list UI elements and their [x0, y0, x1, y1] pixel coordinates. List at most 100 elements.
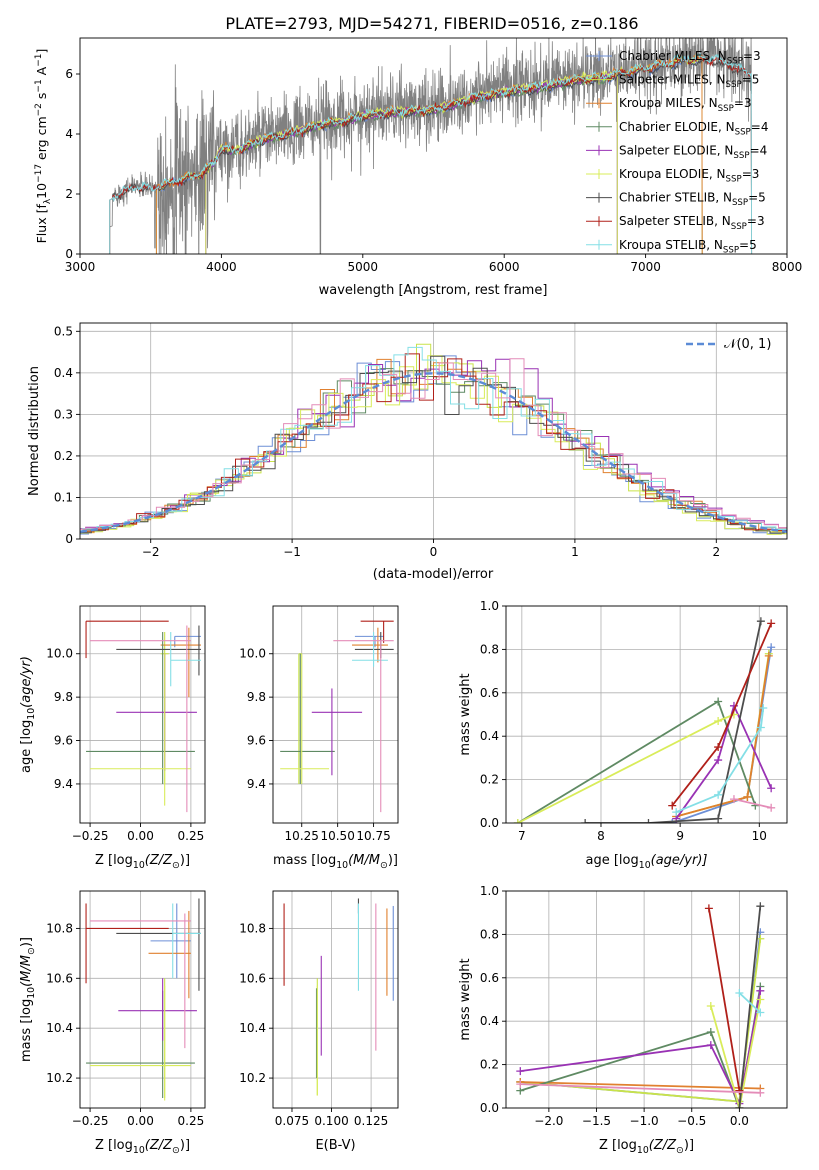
- y-tick-label: 10.4: [46, 1021, 73, 1035]
- y-axis-label-part: −1: [34, 79, 44, 92]
- mass-weight-marker: [756, 1008, 765, 1017]
- legend-label: Kroupa MILES, NSSP=3: [619, 96, 752, 114]
- x-axis-label-part: )]: [684, 1138, 694, 1153]
- mass-weight-line: [520, 932, 762, 1103]
- mass-weight-marker: [767, 803, 776, 812]
- mass-weight-marker: [759, 703, 768, 712]
- y-axis-label: age [log10(age/yr): [19, 656, 37, 773]
- x-axis-label-part: (M/M: [348, 853, 380, 868]
- y-axis-label-part: 10: [26, 708, 37, 720]
- y-tick-label: 10.0: [239, 647, 266, 661]
- mass-weight-marker: [714, 756, 723, 765]
- legend-label: Salpeter MILES, NSSP=5: [619, 73, 759, 91]
- mass-weight-line: [733, 798, 772, 809]
- x-tick-label: 10.50: [320, 829, 354, 843]
- y-tick-label: 10.2: [46, 1071, 73, 1085]
- plot-area: [283, 898, 394, 1096]
- x-axis-label-part: (age/yr)]: [651, 853, 708, 868]
- mass-weight-marker: [672, 808, 681, 817]
- residual-histogram-step: [80, 353, 787, 533]
- x-axis-label-part: ⊙: [676, 1145, 684, 1156]
- legend-label-part: Kroupa MILES, N: [619, 96, 718, 110]
- y-axis-label-part: −1: [34, 54, 44, 67]
- legend-label-part: Salpeter MILES, N: [619, 73, 726, 87]
- mass-weight-marker: [764, 651, 773, 660]
- x-tick-label: −0.25: [72, 1114, 109, 1128]
- x-tick-label: −1.0: [630, 1114, 659, 1128]
- x-axis-label: Z [log10(Z/Z⊙)]: [599, 1138, 694, 1156]
- y-tick-label: 0.4: [480, 729, 499, 743]
- plot-area: [85, 898, 201, 1101]
- mass-weight-marker: [756, 986, 765, 995]
- x-tick-label: 5000: [348, 260, 379, 274]
- y-tick-label: 0.6: [480, 971, 499, 985]
- x-tick-label: 0.25: [178, 1114, 205, 1128]
- legend-label-part: =3: [742, 167, 760, 181]
- mass-weight-marker: [743, 792, 752, 801]
- x-tick-label: 4000: [206, 260, 237, 274]
- y-tick-label: 0.3: [54, 407, 73, 421]
- axes-frame: [505, 890, 788, 1109]
- mass-weight-line: [738, 906, 762, 1108]
- y-tick-label: 10.8: [46, 921, 73, 935]
- legend-label-part: SSP: [726, 80, 742, 90]
- x-tick-label: 2: [712, 545, 720, 559]
- legend-label: Chabrier ELODIE, NSSP=4: [619, 120, 768, 138]
- y-tick-label: 4: [65, 127, 73, 141]
- x-tick-label: 0: [430, 545, 438, 559]
- mass-weight-marker: [714, 717, 723, 726]
- x-axis-label-part: mass [log: [273, 853, 336, 868]
- mass-weight-line: [671, 623, 773, 807]
- y-tick-label: 10.2: [239, 1071, 266, 1085]
- x-tick-label: 0.125: [354, 1114, 388, 1128]
- mass-weight-marker: [735, 988, 744, 997]
- mass-weight-line: [675, 703, 773, 820]
- mass-weight-marker: [714, 814, 723, 823]
- mass-weight-line: [675, 707, 765, 813]
- x-axis-label-part: 10: [133, 860, 145, 871]
- y-tick-label: 0.0: [480, 1101, 499, 1115]
- legend: Chabrier MILES, NSSP=3 Salpeter MILES, NS…: [586, 49, 768, 255]
- mass-weight-line: [709, 999, 762, 1108]
- y-tick-label: 10.0: [46, 647, 73, 661]
- x-axis-label-part: (Z/Z: [649, 1138, 677, 1153]
- mass-weight-marker: [644, 819, 653, 823]
- axes-frame: [272, 605, 399, 824]
- y-axis-label-part: (age/yr): [19, 656, 34, 708]
- residual-histogram-step: [80, 358, 787, 534]
- y-axis-label: mass weight: [458, 673, 473, 755]
- y-tick-label: 10.4: [239, 1021, 266, 1035]
- plot-area: [280, 620, 394, 813]
- mass-weight-marker: [767, 784, 776, 793]
- mass-weight-marker: [756, 1088, 765, 1097]
- x-tick-label: −0.5: [677, 1114, 706, 1128]
- mass-weight-vs-metallicity-panel: −2.0 −1.5 −1.0 −0.5 0.0 0.0 0.2 0.4 0.6 0.8 1.0 Z […: [458, 884, 788, 1156]
- x-axis-label: (data-model)/error: [373, 567, 494, 582]
- y-tick-label: 0.6: [480, 686, 499, 700]
- mass-weight-marker: [756, 995, 765, 1004]
- y-axis-label: mass [log10(M/M⊙)]: [19, 937, 37, 1062]
- legend-label: Chabrier MILES, NSSP=3: [619, 49, 761, 67]
- y-tick-label: 10.8: [239, 921, 266, 935]
- mass-weight-marker: [706, 1028, 715, 1037]
- mass-weight-marker: [714, 743, 723, 752]
- x-axis-label-part: (Z/Z: [145, 1138, 173, 1153]
- axes-frame: [79, 890, 206, 1109]
- mass-weight-marker: [513, 819, 522, 823]
- x-tick-label: −1: [283, 545, 301, 559]
- x-axis-label-part: )]: [180, 853, 190, 868]
- axes-frame: [79, 605, 206, 824]
- mass-weight-line: [520, 1081, 761, 1090]
- legend-label-part: =3: [747, 214, 765, 228]
- y-tick-label: 1.0: [480, 884, 499, 898]
- residual-histogram-panel: −2 −1 0 1 2 0 0.1 0.2 0.3 0.4 0.5 𝒩(0, 1) Normed dis…: [27, 322, 788, 582]
- y-tick-label: 9.4: [54, 777, 73, 791]
- axes-frame: [272, 890, 399, 1109]
- plot-area: [85, 620, 201, 813]
- x-axis-label: wavelength [Angstrom, rest frame]: [319, 283, 548, 298]
- legend-label-part: SSP: [727, 57, 743, 67]
- x-axis-label-part: ⊙: [380, 860, 388, 871]
- legend-label-part: Chabrier STELIB, N: [619, 191, 732, 205]
- normal-distribution-curve: [80, 372, 787, 533]
- x-tick-label: 7000: [630, 260, 661, 274]
